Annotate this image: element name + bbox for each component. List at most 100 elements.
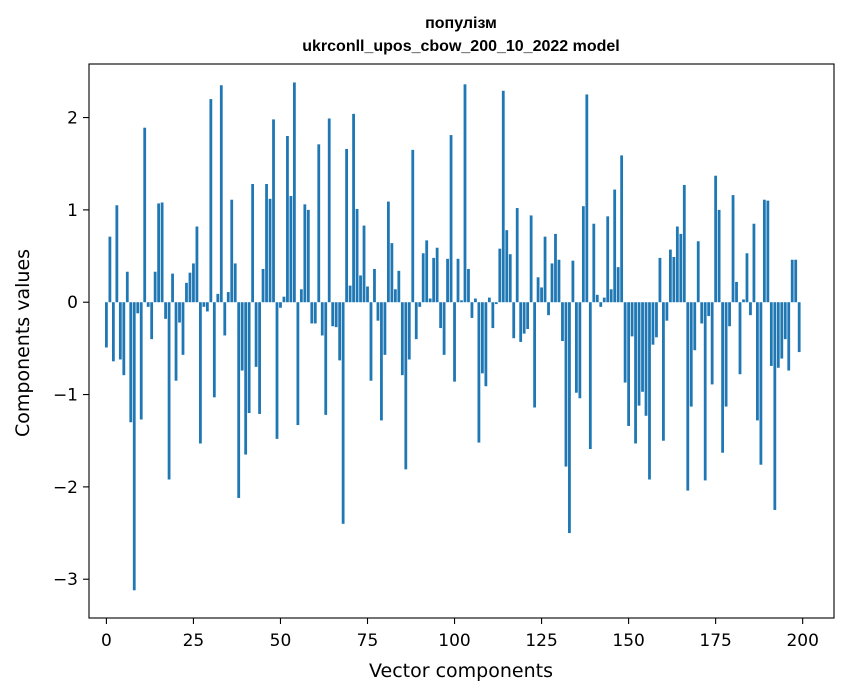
bar bbox=[762, 199, 766, 303]
bar bbox=[174, 302, 178, 381]
bar bbox=[474, 298, 477, 303]
bar bbox=[132, 302, 136, 591]
bar bbox=[658, 257, 662, 303]
bar bbox=[439, 302, 443, 329]
bar bbox=[421, 253, 425, 303]
bar bbox=[505, 230, 509, 303]
bar bbox=[115, 205, 119, 303]
plot-area-frame bbox=[88, 63, 835, 619]
bar bbox=[341, 302, 345, 524]
bar bbox=[533, 302, 536, 408]
bar bbox=[456, 258, 460, 303]
bar bbox=[714, 175, 718, 303]
bar bbox=[338, 302, 342, 361]
bar bbox=[536, 277, 540, 303]
bar bbox=[397, 270, 401, 303]
bar bbox=[212, 302, 216, 398]
bar bbox=[310, 302, 314, 324]
bar bbox=[780, 302, 784, 359]
bar bbox=[627, 302, 630, 426]
bar bbox=[766, 200, 770, 303]
bar bbox=[247, 302, 251, 414]
bar bbox=[296, 302, 300, 426]
bar bbox=[564, 302, 568, 467]
bar bbox=[205, 302, 209, 312]
x-tick-label: 125 bbox=[525, 631, 557, 651]
bar bbox=[105, 302, 108, 348]
bar bbox=[790, 259, 794, 303]
bar bbox=[331, 302, 335, 327]
bar bbox=[390, 243, 394, 303]
bar bbox=[293, 82, 296, 303]
bar bbox=[366, 286, 369, 303]
bar bbox=[317, 144, 321, 303]
bar bbox=[411, 149, 415, 303]
y-axis-label: Components values bbox=[12, 249, 34, 437]
bar bbox=[487, 297, 491, 303]
bar bbox=[373, 268, 376, 303]
bar bbox=[578, 302, 582, 399]
bar bbox=[773, 302, 777, 510]
y-tick-label: −2 bbox=[53, 478, 78, 498]
bar bbox=[355, 208, 359, 303]
x-axis-ticks: 0 25 50 75 100 125 150 175 200 bbox=[101, 618, 819, 651]
x-tick-label: 200 bbox=[786, 631, 818, 651]
bar bbox=[620, 155, 624, 303]
bar bbox=[512, 302, 516, 339]
bar bbox=[745, 253, 749, 303]
bar bbox=[498, 248, 502, 303]
bar bbox=[418, 302, 422, 307]
bar bbox=[345, 148, 349, 303]
bar bbox=[237, 302, 241, 498]
bar bbox=[679, 233, 683, 303]
bar bbox=[282, 296, 286, 303]
bar bbox=[491, 302, 495, 329]
bar bbox=[749, 302, 752, 316]
bar bbox=[675, 226, 679, 303]
bar bbox=[362, 225, 366, 303]
bar bbox=[581, 206, 585, 303]
bar bbox=[393, 289, 397, 303]
bar bbox=[616, 267, 620, 303]
bar bbox=[153, 271, 157, 303]
bar bbox=[286, 136, 289, 303]
y-tick-label: 2 bbox=[67, 109, 78, 129]
bar bbox=[728, 302, 731, 327]
bar bbox=[383, 302, 387, 355]
bar bbox=[630, 302, 634, 337]
bar bbox=[359, 275, 362, 303]
bar bbox=[320, 302, 324, 336]
bar bbox=[289, 196, 293, 303]
bar bbox=[634, 302, 637, 444]
bar bbox=[655, 302, 658, 338]
bar bbox=[494, 302, 498, 305]
bar bbox=[759, 302, 763, 465]
bar bbox=[240, 302, 244, 371]
bar bbox=[648, 302, 651, 480]
bar bbox=[467, 268, 470, 303]
bar bbox=[188, 272, 192, 303]
bar bbox=[108, 236, 112, 303]
bar bbox=[561, 302, 564, 341]
bar bbox=[484, 302, 488, 387]
bar bbox=[554, 233, 557, 303]
x-tick-label: 0 bbox=[101, 631, 112, 651]
bar bbox=[752, 223, 756, 303]
bar bbox=[209, 99, 213, 303]
bar bbox=[710, 302, 714, 385]
bar bbox=[279, 302, 282, 308]
bar bbox=[606, 216, 610, 303]
bar bbox=[181, 302, 185, 355]
bar bbox=[414, 302, 418, 340]
bar bbox=[662, 302, 665, 441]
bar bbox=[404, 302, 408, 470]
bar bbox=[742, 299, 745, 303]
bar bbox=[192, 263, 195, 303]
bar bbox=[568, 302, 571, 534]
bar bbox=[164, 302, 167, 319]
bar bbox=[185, 282, 188, 303]
bar bbox=[787, 302, 791, 371]
bar bbox=[529, 215, 533, 303]
bar bbox=[425, 240, 429, 303]
